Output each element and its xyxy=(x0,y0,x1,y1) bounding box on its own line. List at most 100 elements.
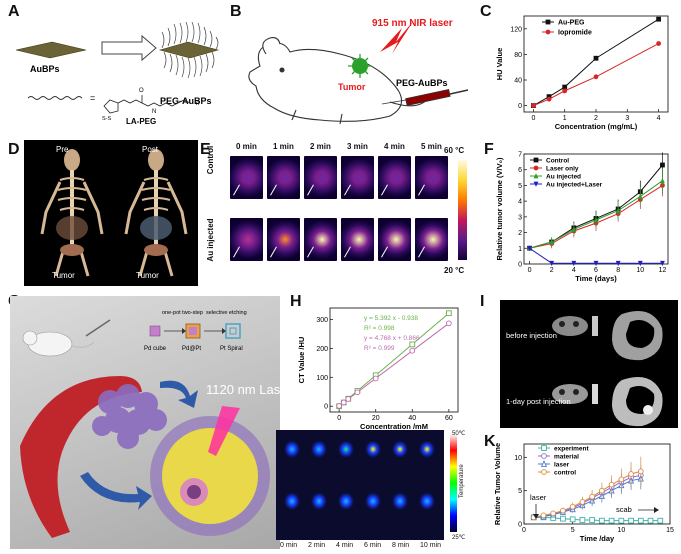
panel-i-ct: before injection 1-day post injection xyxy=(500,300,678,428)
point-F-2-1 xyxy=(549,239,555,245)
x-tick-label-K-0: 0 xyxy=(522,527,526,534)
legend-label-C-1: Iopromide xyxy=(558,30,592,37)
arrow-icon xyxy=(101,34,157,62)
thermal-mouse-1-1 xyxy=(309,488,329,532)
thermal-mouse-0-0 xyxy=(282,436,302,480)
point-C-0-3 xyxy=(593,55,599,61)
point-H-0-6 xyxy=(446,310,452,317)
series-C-0 xyxy=(530,16,662,108)
thermal-mouse-0-2 xyxy=(336,436,356,480)
time-label-j-1: 2 min xyxy=(308,542,326,549)
thermal-mouse-1-4 xyxy=(390,488,410,532)
la-peg-label: LA-PEG xyxy=(126,117,156,126)
structure-n-sub: n xyxy=(196,101,199,107)
time-label-e-3: 3 min xyxy=(347,142,368,151)
point-C-1-0 xyxy=(530,103,536,108)
y-axis-label-C: HU Value xyxy=(495,48,504,81)
pd-pt-label: Pd@Pt xyxy=(182,346,201,352)
tumor-cell xyxy=(150,416,270,536)
panel-j-thermal: 50℃ 25℃ Temperature 0 min 2 min 4 min 6 min… xyxy=(276,430,476,553)
flow-arrow-top xyxy=(160,380,198,408)
legend-label-F-0: Control xyxy=(546,158,569,165)
colorbar-j-label: Temperature xyxy=(459,464,465,498)
la-peg-structure xyxy=(103,95,191,114)
mouse-white-icon xyxy=(22,330,95,357)
point-K-3-9 xyxy=(618,476,625,483)
legend-label-K-0: experiment xyxy=(554,446,590,453)
panel-label-e: E xyxy=(200,141,211,158)
pt-spiral-label: Pt Spiral xyxy=(220,346,243,352)
time-label-e-1: 1 min xyxy=(273,142,294,151)
y-tick-label-K-10: 10 xyxy=(514,455,522,462)
ct-after xyxy=(552,377,663,427)
x-axis-label-C: Concentration (mg/mL) xyxy=(555,122,638,131)
point-F-2-4 xyxy=(615,207,621,213)
annotation-H-2: y = 4.768 x + 0.866 xyxy=(364,335,420,342)
y-tick-label-F-1: 1 xyxy=(518,246,522,253)
thermal-mouse-1-3 xyxy=(363,488,383,532)
x-tick-label-F-6: 6 xyxy=(594,267,598,274)
point-H-1-5 xyxy=(409,347,416,354)
aubps-label: AuBPs xyxy=(30,64,60,74)
syringe-g-icon xyxy=(85,319,111,337)
y-tick-label-C-120: 120 xyxy=(510,26,522,33)
post-label: Post xyxy=(142,145,159,154)
syringe-icon xyxy=(381,89,469,106)
step2-label: selective etching xyxy=(206,310,247,316)
point-H-0-5 xyxy=(409,341,416,348)
panel-label-d: D xyxy=(8,141,20,158)
time-label-e-0: 0 min xyxy=(236,142,257,151)
tumor-label: Tumor xyxy=(338,82,366,92)
series-K-3 xyxy=(530,456,644,521)
ct-before xyxy=(552,311,663,361)
point-K-3-1 xyxy=(540,512,547,519)
y-axis-label-H: CT Value /HU xyxy=(297,337,306,384)
legend-marker-K-2 xyxy=(540,460,548,467)
time-label-j-0: 0 min xyxy=(280,542,298,549)
x-tick-label-C-0: 0 xyxy=(531,115,535,122)
colorbar-j-max: 50℃ xyxy=(452,431,466,437)
point-K-0-4 xyxy=(569,516,576,523)
point-K-0-8 xyxy=(608,517,615,524)
thermal-mouse-1-0 xyxy=(282,488,302,532)
point-C-1-1 xyxy=(546,96,552,102)
panel-a-scheme: AuBPs PEG-AuBPs = S-S O N n LA-PEG xyxy=(15,21,220,126)
panel-label-b: B xyxy=(230,3,242,20)
x-axis-label-F: Time (days) xyxy=(575,274,617,283)
annotation-H-1: R² = 0.998 xyxy=(364,325,395,332)
point-K-0-9 xyxy=(618,517,625,524)
y-tick-label-F-0: 0 xyxy=(518,262,522,269)
laser-note: laser xyxy=(530,493,547,502)
plot-frame-K xyxy=(523,443,671,525)
laser-label: 915 nm NIR laser xyxy=(372,18,453,29)
x-tick-label-K-10: 10 xyxy=(617,527,625,534)
x-tick-label-H-20: 20 xyxy=(372,415,380,422)
point-K-0-10 xyxy=(628,517,634,524)
legend-marker-K-3 xyxy=(541,469,547,475)
point-F-2-2 xyxy=(571,226,577,232)
point-F-2-3 xyxy=(593,217,599,223)
time-label-j-3: 6 min xyxy=(364,542,382,549)
aubp-platelet xyxy=(15,41,87,59)
thermal-mouse-1-2 xyxy=(336,488,356,532)
x-tick-label-K-5: 5 xyxy=(571,527,575,534)
structure-s-label: S-S xyxy=(102,116,112,122)
step1-label: one-pot two-step xyxy=(162,310,203,316)
row-label-control: Control xyxy=(206,145,215,175)
tumor-icon xyxy=(348,54,372,78)
point-H-1-0 xyxy=(336,403,342,409)
point-F-3-0 xyxy=(527,245,532,252)
legend-marker-C-1 xyxy=(545,29,551,35)
peg-aubp-illustration xyxy=(158,21,220,79)
thermal-mouse-1-5 xyxy=(417,488,437,532)
point-H-1-2 xyxy=(345,396,352,402)
x-tick-label-F-12: 12 xyxy=(659,267,667,274)
legend-label-F-1: Laser only xyxy=(546,166,579,173)
y-tick-label-F-4: 4 xyxy=(518,199,522,206)
legend-marker-C-0 xyxy=(545,19,551,25)
point-K-3-4 xyxy=(569,503,576,510)
scab-note-arrowhead xyxy=(654,507,659,513)
x-tick-label-C-2: 2 xyxy=(594,115,598,122)
point-H-1-6 xyxy=(446,320,452,327)
